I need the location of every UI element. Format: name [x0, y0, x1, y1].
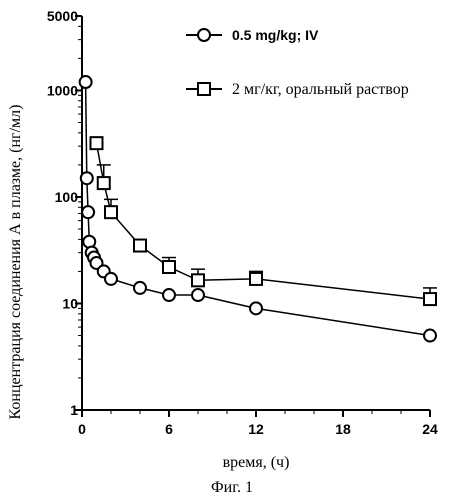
- figure-caption: Фиг. 1: [211, 479, 253, 496]
- y-tick-label: 1: [70, 402, 78, 418]
- y-tick-label: 100: [55, 189, 79, 205]
- data-point-square: [104, 205, 118, 220]
- x-tick-label: 12: [248, 421, 264, 437]
- plot-series: [78, 75, 437, 343]
- x-tick-label: 6: [165, 421, 173, 437]
- legend-label-iv: 0.5 mg/kg; IV: [232, 27, 319, 43]
- legend-label-oral: 2 мг/кг, оральный раствор: [232, 81, 409, 98]
- data-point-square: [96, 176, 111, 191]
- legend: 0.5 mg/kg; IV 2 мг/кг, оральный раствор: [186, 27, 409, 98]
- data-point-square: [423, 292, 437, 307]
- x-tick-label: 18: [335, 421, 351, 437]
- series-line-0: [84, 81, 431, 337]
- data-point-square: [249, 271, 263, 286]
- data-point-circle: [78, 75, 93, 90]
- data-point-circle: [104, 271, 118, 286]
- x-tick-label: 0: [78, 421, 86, 437]
- x-tick-label: 24: [422, 421, 438, 437]
- data-point-circle: [249, 301, 263, 316]
- axes: [81, 16, 430, 411]
- y-tick-label: 10: [62, 295, 78, 311]
- data-point-circle: [162, 288, 176, 303]
- series-line-1: [95, 143, 431, 300]
- tick-marks: 1 10 100 1000 5000 0 6 12 18 24: [47, 8, 438, 437]
- data-point-circle: [81, 205, 96, 220]
- x-axis-label: время, (ч): [223, 454, 290, 471]
- data-point-square: [89, 136, 104, 151]
- data-point-square: [162, 260, 176, 275]
- data-point-circle: [191, 288, 205, 303]
- y-axis-label: Концентрация соединения А в плазме, (нг/…: [7, 105, 24, 420]
- legend-marker-oral: [197, 82, 211, 96]
- data-point-circle: [423, 328, 437, 343]
- legend-marker-iv: [197, 28, 211, 42]
- data-point-square: [133, 238, 147, 253]
- data-point-square: [191, 273, 205, 288]
- y-tick-label: 5000: [47, 8, 78, 24]
- y-tick-label: 1000: [47, 82, 78, 98]
- data-point-circle: [133, 280, 147, 295]
- data-point-circle: [79, 171, 94, 186]
